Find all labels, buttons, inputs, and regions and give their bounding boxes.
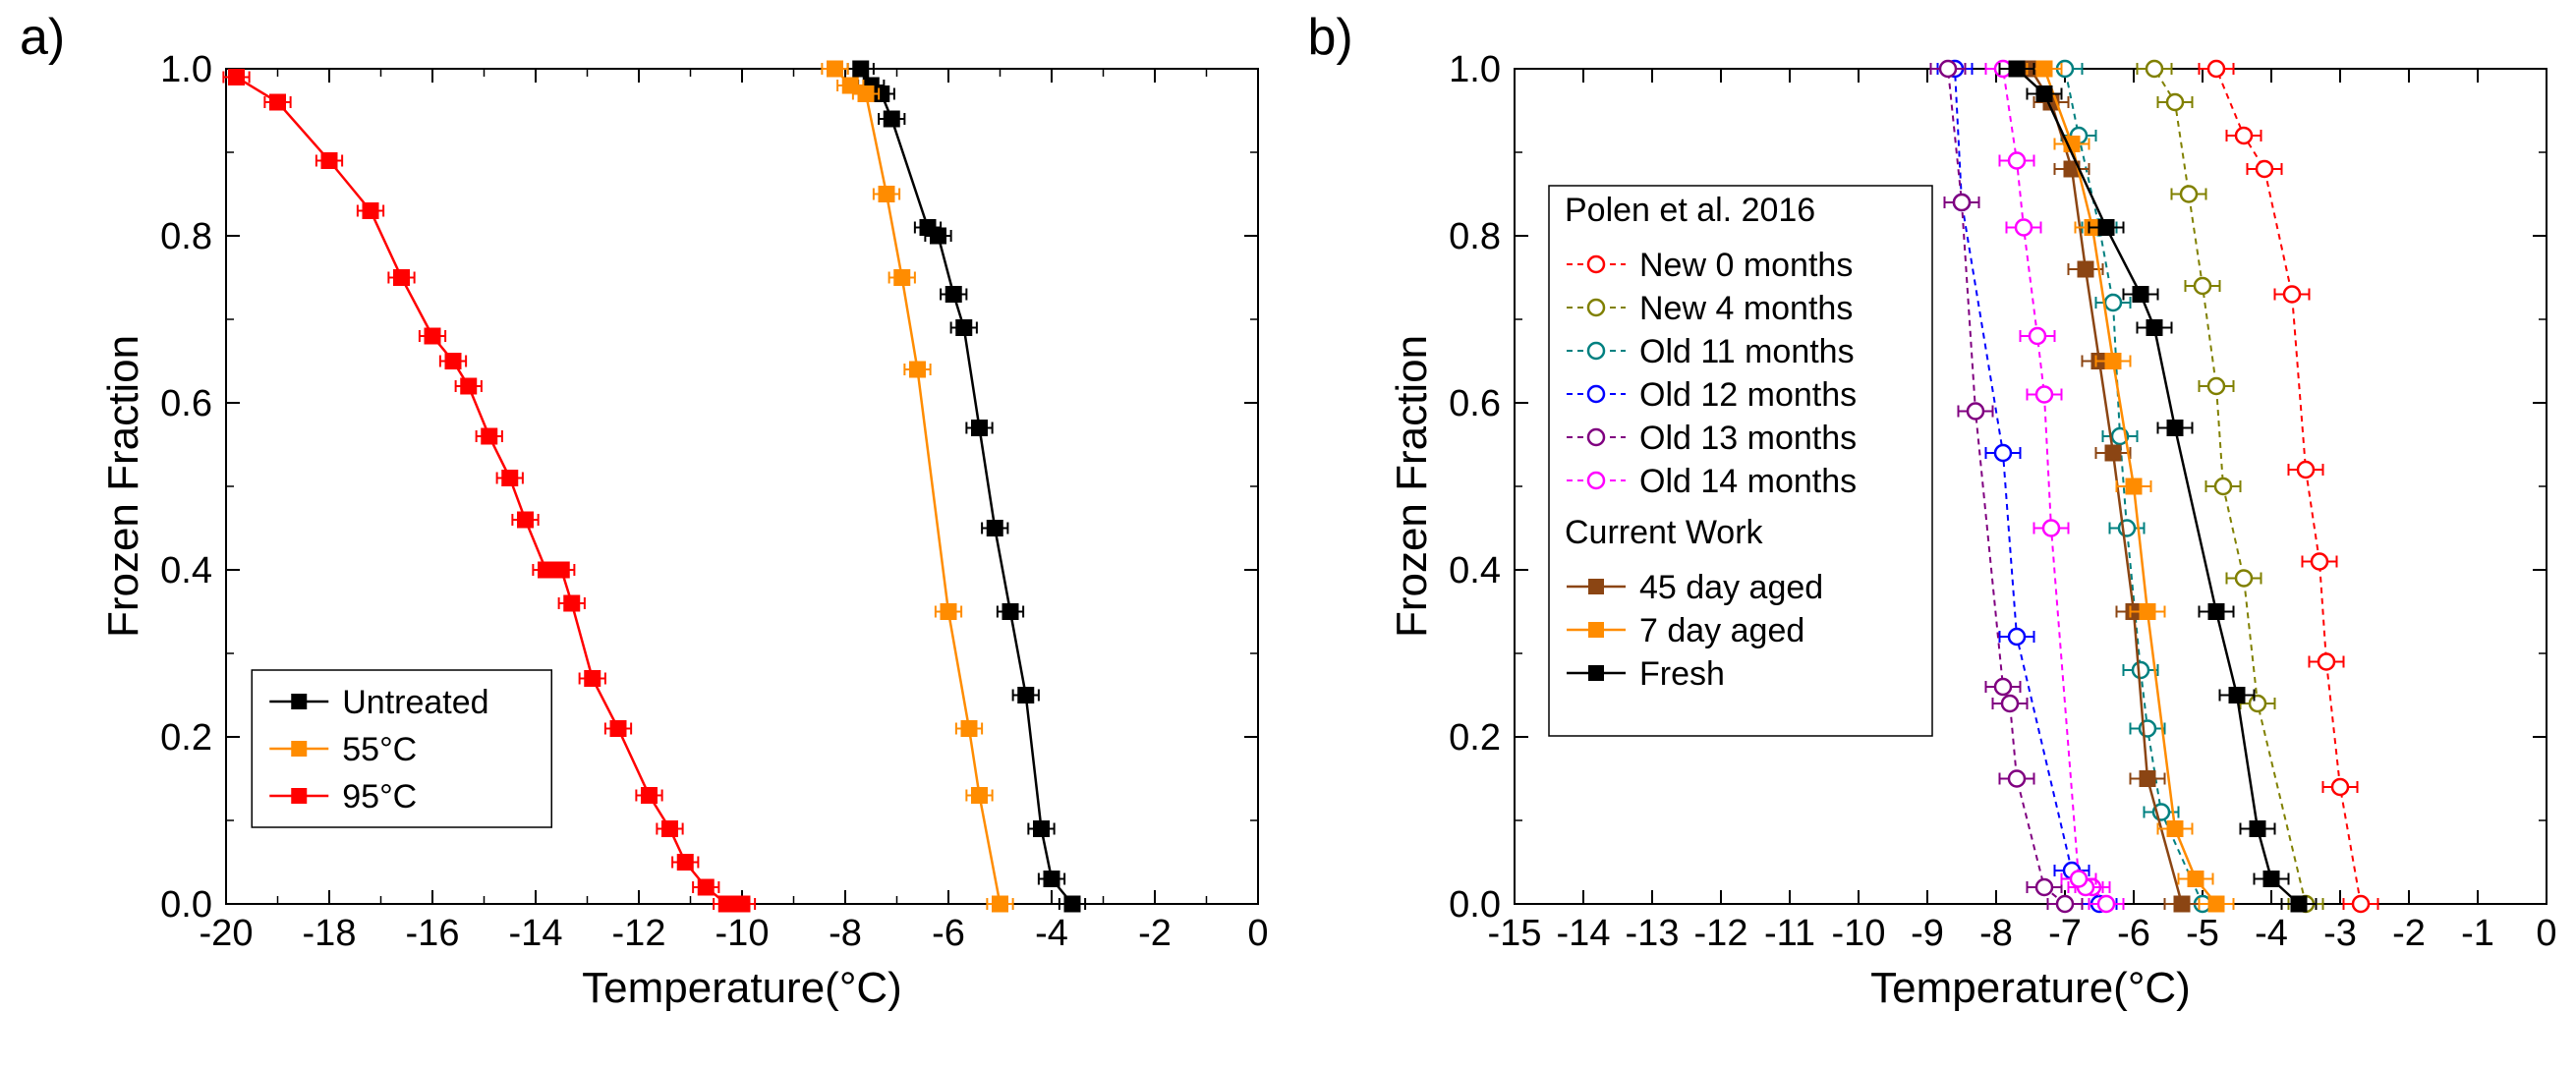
svg-text:0: 0 — [2536, 913, 2556, 954]
svg-text:-14: -14 — [1556, 913, 1610, 954]
svg-text:0.2: 0.2 — [1449, 717, 1501, 759]
svg-text:95°C: 95°C — [342, 778, 417, 816]
svg-text:0.0: 0.0 — [1449, 884, 1501, 926]
svg-text:-8: -8 — [829, 913, 862, 954]
svg-text:-10: -10 — [1831, 913, 1885, 954]
svg-text:0.6: 0.6 — [160, 383, 212, 424]
svg-text:-4: -4 — [2255, 913, 2288, 954]
svg-text:-2: -2 — [1138, 913, 1172, 954]
panel-b: b) -15-14-13-12-11-10-9-8-7-6-5-4-3-2-10… — [1288, 0, 2576, 1069]
svg-text:0.2: 0.2 — [160, 717, 212, 759]
svg-text:Temperature(°C): Temperature(°C) — [582, 964, 902, 1012]
svg-text:Old 13 months: Old 13 months — [1639, 420, 1857, 457]
svg-text:Old 14 months: Old 14 months — [1639, 463, 1857, 500]
svg-text:-12: -12 — [1693, 913, 1747, 954]
panel-a-label: a) — [20, 8, 65, 67]
svg-text:-12: -12 — [612, 913, 666, 954]
svg-text:-11: -11 — [1763, 913, 1814, 954]
svg-text:Frozen Fraction: Frozen Fraction — [99, 335, 147, 638]
svg-text:-16: -16 — [406, 913, 460, 954]
panel-b-label: b) — [1308, 8, 1353, 67]
svg-text:0.8: 0.8 — [160, 216, 212, 257]
svg-text:0: 0 — [1247, 913, 1268, 954]
svg-text:1.0: 1.0 — [1449, 49, 1501, 90]
svg-text:1.0: 1.0 — [160, 49, 212, 90]
svg-text:-4: -4 — [1035, 913, 1068, 954]
svg-text:-13: -13 — [1625, 913, 1679, 954]
svg-text:0.6: 0.6 — [1449, 383, 1501, 424]
svg-text:-14: -14 — [509, 913, 563, 954]
svg-text:0.8: 0.8 — [1449, 216, 1501, 257]
svg-text:-6: -6 — [2117, 913, 2150, 954]
svg-text:Fresh: Fresh — [1639, 655, 1725, 693]
svg-text:0.4: 0.4 — [1449, 550, 1501, 591]
svg-text:7 day aged: 7 day aged — [1639, 612, 1804, 649]
svg-text:55°C: 55°C — [342, 731, 417, 768]
svg-text:Old 12 months: Old 12 months — [1639, 376, 1857, 414]
svg-text:45 day aged: 45 day aged — [1639, 569, 1823, 606]
panel-b-plot: -15-14-13-12-11-10-9-8-7-6-5-4-3-2-100.0… — [1387, 39, 2576, 1041]
svg-text:-2: -2 — [2392, 913, 2426, 954]
figure: a) -2 0 -18 -16 -14 -12 -10 -8 -6 -4 -2 0 0.0 0.2 0.4 0… — [0, 0, 2576, 1069]
svg-text:Untreated: Untreated — [342, 684, 488, 721]
svg-text:-9: -9 — [1911, 913, 1944, 954]
svg-text:Polen et al. 2016: Polen et al. 2016 — [1565, 192, 1815, 229]
svg-text:New 0 months: New 0 months — [1639, 247, 1853, 284]
svg-text:-8: -8 — [1979, 913, 2013, 954]
svg-text:0.0: 0.0 — [160, 884, 212, 926]
svg-text:-1: -1 — [2461, 913, 2494, 954]
svg-text:-18: -18 — [303, 913, 357, 954]
svg-text:Current Work: Current Work — [1565, 514, 1764, 551]
svg-text:Old 11 months: Old 11 months — [1639, 333, 1855, 370]
panel-a-plot: -20-18-16-14-12-10-8-6-4-200.00.20.40.60… — [98, 39, 1288, 1041]
svg-text:New 4 months: New 4 months — [1639, 290, 1853, 327]
svg-text:0.4: 0.4 — [160, 550, 212, 591]
panel-a: a) -20-18-16-14-12-10-8-6-4-200.00.20.40… — [0, 0, 1288, 1069]
svg-text:-3: -3 — [2323, 913, 2357, 954]
svg-text:-7: -7 — [2048, 913, 2082, 954]
svg-text:-6: -6 — [932, 913, 965, 954]
svg-text:-10: -10 — [716, 913, 770, 954]
svg-text:-5: -5 — [2186, 913, 2219, 954]
svg-text:Temperature(°C): Temperature(°C) — [1870, 964, 2191, 1012]
svg-text:Frozen Fraction: Frozen Fraction — [1388, 335, 1436, 638]
